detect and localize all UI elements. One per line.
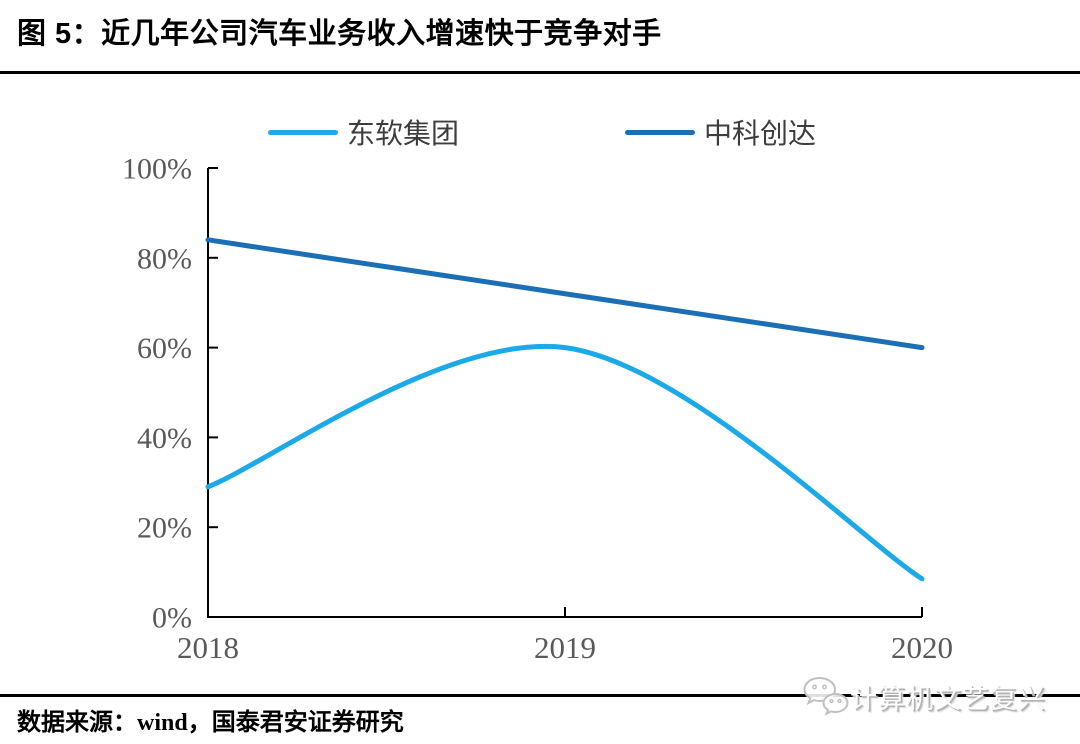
axis-lines bbox=[207, 168, 922, 618]
data-source-text: 数据来源：wind，国泰君安证券研究 bbox=[17, 710, 404, 736]
y-tick-label-80%: 80% bbox=[137, 242, 192, 275]
y-tick-label-100%: 100% bbox=[122, 153, 192, 186]
y-tick-label-40%: 40% bbox=[137, 422, 192, 455]
x-tick-label-2019: 2019 bbox=[534, 630, 596, 665]
y-tick-label-0%: 0% bbox=[152, 602, 192, 635]
footer-rule bbox=[0, 694, 1080, 697]
x-tick-label-2018: 2018 bbox=[177, 630, 239, 665]
legend-item-thundersoft: 中科创达 bbox=[625, 114, 816, 150]
figure-title: 图 5：近几年公司汽车业务收入增速快于竞争对手 bbox=[17, 18, 662, 50]
legend-item-neusoft: 东软集团 bbox=[268, 114, 459, 150]
y-tick-label-20%: 20% bbox=[137, 512, 192, 545]
series-line-中科创达 bbox=[205, 237, 925, 351]
watermark: 计算机文艺复兴 bbox=[802, 671, 1046, 721]
y-tick-label-60%: 60% bbox=[137, 332, 192, 365]
legend-label-neusoft: 东软集团 bbox=[347, 119, 460, 150]
watermark-text: 计算机文艺复兴 bbox=[850, 683, 1046, 714]
series-line-东软集团 bbox=[205, 343, 925, 582]
legend-label-thundersoft: 中科创达 bbox=[704, 119, 817, 150]
x-tick-label-2020: 2020 bbox=[891, 630, 953, 665]
legend-swatch-neusoft bbox=[268, 129, 338, 135]
title-underline bbox=[0, 71, 1080, 74]
legend-swatch-thundersoft bbox=[625, 129, 695, 135]
wechat-icon bbox=[803, 676, 849, 716]
